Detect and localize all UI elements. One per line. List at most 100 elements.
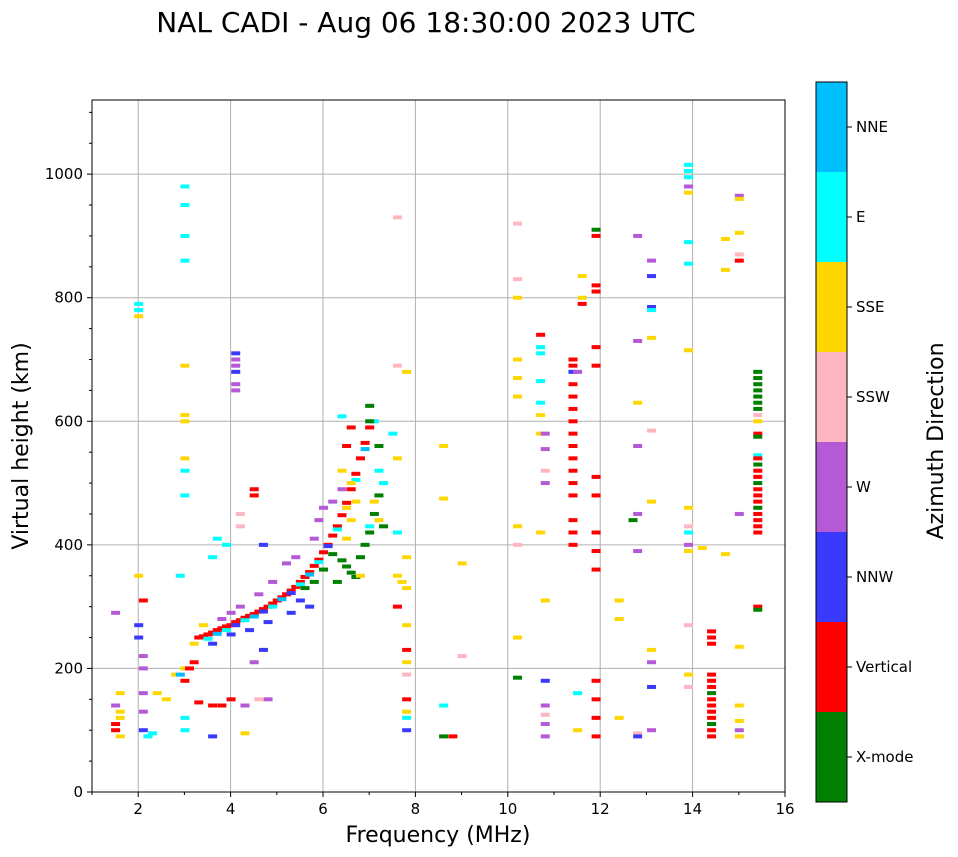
y-tick-label: 800: [54, 289, 83, 307]
data-point: [235, 604, 245, 609]
data-point: [753, 406, 763, 411]
data-point: [226, 632, 236, 637]
data-point: [402, 623, 412, 628]
data-point: [734, 252, 744, 257]
data-point: [365, 425, 375, 430]
data-point: [180, 678, 190, 683]
data-point: [591, 715, 601, 720]
data-point: [249, 660, 259, 665]
data-point: [753, 607, 763, 612]
data-point: [753, 382, 763, 387]
data-point: [513, 376, 523, 381]
data-point: [138, 728, 148, 733]
data-point: [540, 734, 550, 739]
data-point: [683, 684, 693, 689]
data-point: [189, 660, 199, 665]
data-point: [591, 734, 601, 739]
data-point: [249, 493, 259, 498]
data-point: [291, 584, 301, 589]
data-point: [439, 703, 449, 708]
data-point: [328, 533, 338, 538]
data-point: [683, 169, 693, 174]
data-point: [346, 425, 356, 430]
data-point: [277, 597, 287, 602]
data-point: [753, 604, 763, 609]
data-point: [568, 363, 578, 368]
data-point: [683, 672, 693, 677]
colorbar: X-mode Vertical NNW W SSW SSE E NNE: [815, 81, 913, 803]
data-point: [647, 274, 657, 279]
colorbar-label: NNE: [856, 118, 888, 136]
chart-title: NAL CADI - Aug 06 18:30:00 2023 UTC: [156, 6, 695, 39]
data-point: [180, 419, 190, 424]
data-point: [300, 574, 310, 579]
data-point: [221, 542, 231, 547]
data-point: [332, 524, 342, 529]
data-point: [185, 666, 195, 671]
data-point: [217, 626, 227, 631]
data-point: [254, 609, 264, 614]
x-tick-label: 8: [411, 800, 421, 818]
data-point: [753, 369, 763, 374]
data-point: [355, 456, 365, 461]
data-point: [513, 675, 523, 680]
data-point: [734, 734, 744, 739]
data-point: [683, 549, 693, 554]
data-point: [295, 582, 305, 587]
x-tick-label: 16: [775, 800, 794, 818]
data-point: [226, 610, 236, 615]
data-point: [231, 623, 241, 628]
data-point: [392, 530, 402, 535]
data-point: [198, 623, 208, 628]
data-point: [536, 345, 546, 350]
data-point: [683, 240, 693, 245]
data-point: [392, 604, 402, 609]
data-point: [180, 233, 190, 238]
data-point: [115, 709, 125, 714]
colorbar-label: W: [856, 478, 871, 496]
data-point: [180, 666, 190, 671]
data-point: [707, 728, 717, 733]
data-point: [208, 630, 218, 635]
data-point: [148, 731, 158, 736]
colorbar-label: Vertical: [856, 658, 912, 676]
data-point: [647, 660, 657, 665]
data-point: [540, 712, 550, 717]
data-point: [753, 481, 763, 486]
x-tick-label: 6: [318, 800, 328, 818]
data-point: [180, 728, 190, 733]
data-point: [263, 697, 273, 702]
colorbar-frame: [815, 81, 848, 803]
data-point: [258, 542, 268, 547]
data-point: [231, 357, 241, 362]
data-point: [180, 468, 190, 473]
data-point: [171, 672, 181, 677]
data-point: [392, 215, 402, 220]
data-point: [577, 295, 587, 300]
data-point: [342, 564, 352, 569]
data-point: [258, 609, 268, 614]
data-point: [753, 431, 763, 436]
data-point: [208, 641, 218, 646]
data-point: [591, 697, 601, 702]
data-point: [402, 586, 412, 591]
data-point: [111, 703, 121, 708]
data-point: [683, 505, 693, 510]
colorbar-label: SSW: [856, 388, 890, 406]
data-point: [591, 493, 601, 498]
data-point: [402, 697, 412, 702]
data-point: [365, 530, 375, 535]
data-point: [568, 481, 578, 486]
data-point: [319, 550, 328, 555]
data-point: [319, 567, 328, 572]
data-point: [212, 628, 222, 633]
data-point: [161, 697, 171, 702]
data-point: [753, 518, 763, 523]
data-point: [647, 728, 657, 733]
data-point: [753, 400, 763, 405]
data-point: [337, 558, 347, 563]
data-point: [337, 487, 347, 492]
data-point: [111, 728, 121, 733]
data-point: [683, 542, 693, 547]
